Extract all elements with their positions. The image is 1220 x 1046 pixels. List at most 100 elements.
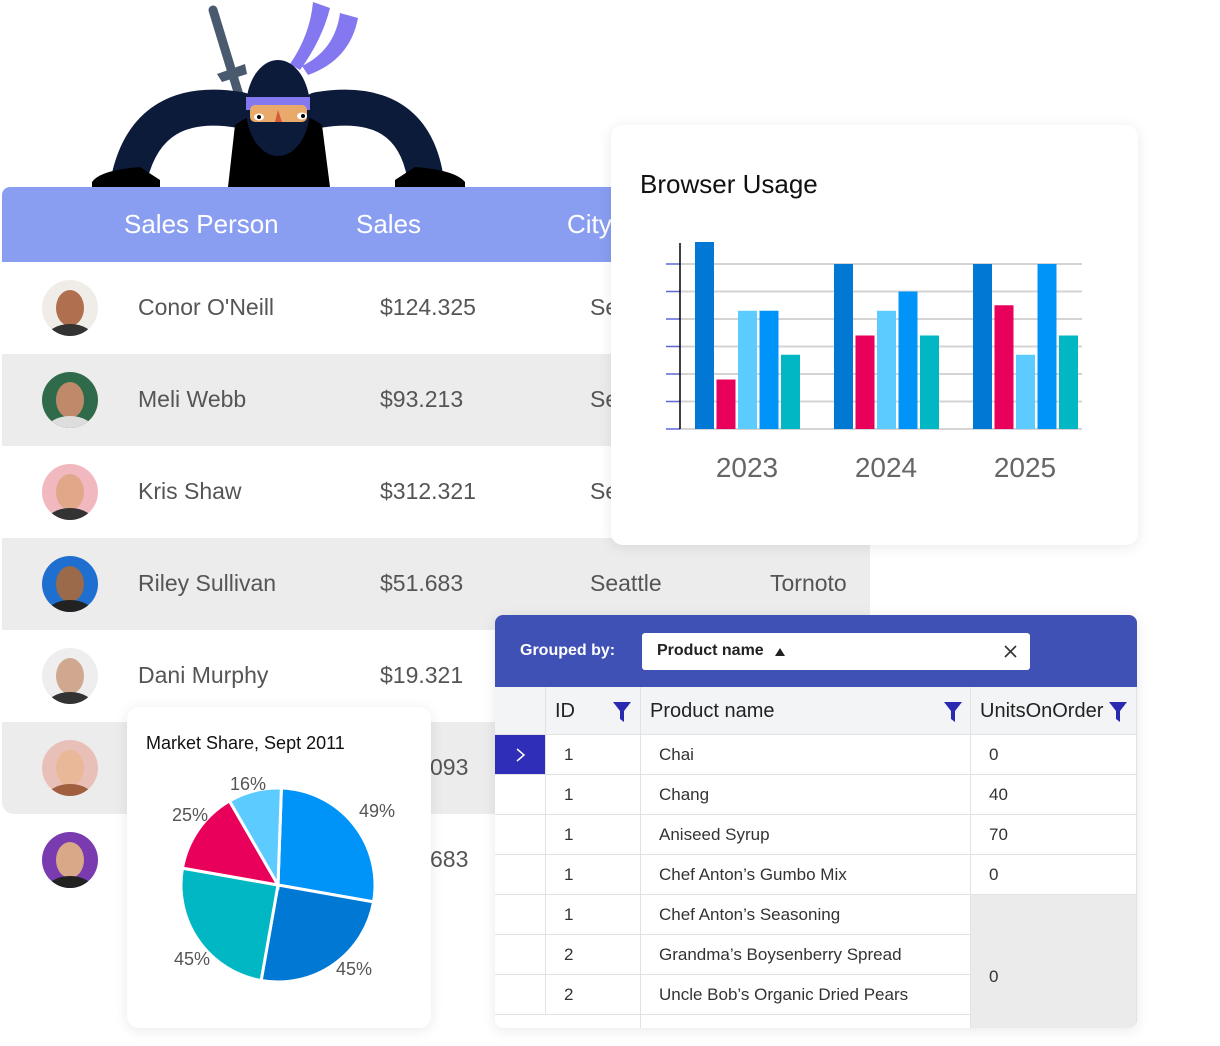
id-cell[interactable]: 1 (546, 895, 641, 935)
column-header-product-name[interactable]: Product name (641, 687, 971, 735)
bar[interactable] (973, 264, 992, 429)
bar[interactable] (898, 291, 918, 430)
table-row[interactable]: Riley Sullivan $51.683 Seattle Tornoto (2, 538, 870, 630)
id-cell[interactable]: 2 (546, 935, 641, 975)
column-header-sales-person[interactable]: Sales Person (124, 209, 279, 239)
chevron-right-icon (516, 748, 525, 762)
bar[interactable] (877, 310, 896, 429)
bar[interactable] (920, 335, 939, 430)
row-selector[interactable] (495, 735, 546, 775)
product-name-cell[interactable]: Uncle Bob’s Organic Dried Pears (641, 975, 971, 1015)
product-name-cell[interactable] (641, 1015, 971, 1028)
pie-slice[interactable] (259, 883, 376, 984)
filter-icon[interactable] (1109, 702, 1127, 722)
avatar (42, 464, 98, 520)
chart-title: Market Share, Sept 2011 (146, 733, 345, 753)
grouped-by-label: Grouped by: (520, 642, 616, 659)
group-chip-label: Product name (657, 642, 764, 659)
extra-value: Tornoto (770, 570, 847, 596)
product-name-cell[interactable]: Chef Anton’s Seasoning (641, 895, 971, 935)
city-value: Seattle (590, 570, 662, 596)
filter-icon[interactable] (613, 702, 631, 722)
bar[interactable] (994, 305, 1014, 429)
market-share-pie-chart: 49% 45% 45% 25% 16% (172, 774, 395, 984)
bar[interactable] (759, 310, 779, 429)
row-selector[interactable] (495, 855, 546, 895)
product-name-cell[interactable]: Chai (641, 735, 971, 775)
sort-ascending-icon[interactable] (775, 648, 785, 656)
id-cell[interactable]: 2 (546, 975, 641, 1015)
table-row[interactable]: Dani Murphy $19.321 (2, 630, 870, 722)
sales-value: $19.321 (380, 662, 464, 688)
column-header-units-on-order[interactable]: UnitsOnOrder (971, 687, 1137, 735)
pie-slice[interactable] (276, 786, 377, 904)
sales-person-name: Kris Shaw (138, 478, 242, 504)
slice-label: 45% (336, 959, 372, 979)
slice-label: 45% (174, 949, 210, 969)
bar[interactable] (738, 310, 757, 429)
filter-icon[interactable] (944, 702, 962, 722)
column-header-city[interactable]: City (567, 209, 612, 239)
sales-person-name: Conor O'Neill (138, 294, 275, 320)
units-on-order-cell[interactable]: 0 (971, 735, 1137, 775)
avatar (42, 280, 98, 336)
id-cell[interactable]: 1 (546, 775, 641, 815)
slice-label: 49% (359, 801, 395, 821)
bar[interactable] (1037, 264, 1057, 429)
sales-value: $312.321 (380, 478, 476, 504)
product-name-cell[interactable]: Aniseed Syrup (641, 815, 971, 855)
table-row[interactable]: Kris Shaw $312.321 Se (2, 446, 870, 538)
merged-units-cell[interactable]: 0 (971, 895, 1137, 1028)
bar[interactable] (781, 354, 800, 429)
avatar (42, 832, 98, 888)
table-row[interactable]: 683 (2, 814, 502, 906)
sales-value: $93.213 (380, 386, 464, 412)
row-selector[interactable] (495, 775, 546, 815)
slice-label: 25% (172, 805, 208, 825)
pie-slice[interactable] (180, 798, 281, 888)
id-cell[interactable]: 1 (546, 855, 641, 895)
units-on-order-cell[interactable]: 70 (971, 815, 1137, 855)
bar[interactable] (1059, 335, 1078, 430)
table-row[interactable]: Conor O'Neill $124.325 Se (2, 262, 870, 354)
row-selector[interactable] (495, 815, 546, 855)
slice-label: 16% (230, 774, 266, 794)
browser-usage-bar-chart: 2023 2024 2025 (666, 242, 1082, 483)
column-header-id[interactable]: ID (546, 687, 641, 735)
chart-title: Browser Usage (640, 169, 818, 199)
id-cell[interactable]: 1 (546, 735, 641, 775)
bar[interactable] (855, 335, 875, 430)
pie-slice[interactable] (227, 786, 283, 891)
avatar (42, 648, 98, 704)
product-name-cell[interactable]: Grandma’s Boysenberry Spread (641, 935, 971, 975)
close-icon[interactable] (1004, 645, 1017, 658)
product-name-cell[interactable]: Chang (641, 775, 971, 815)
units-on-order-cell[interactable]: 40 (971, 775, 1137, 815)
row-selector[interactable] (495, 935, 546, 975)
market-share-chart-card: Market Share, Sept 2011 49% 45% 45% 25% 16% (127, 707, 431, 1028)
pie-slice[interactable] (179, 866, 280, 983)
row-selector-header (495, 687, 546, 735)
bar[interactable] (716, 379, 736, 430)
bar[interactable] (1016, 354, 1035, 429)
avatar (42, 556, 98, 612)
bar[interactable] (834, 264, 853, 429)
group-chip-product-name[interactable]: Product name (642, 633, 1030, 670)
id-cell[interactable]: 1 (546, 815, 641, 855)
row-selector[interactable] (495, 975, 546, 1015)
row-selector[interactable] (495, 895, 546, 935)
ninja-mascot-illustration (92, 2, 465, 190)
bar[interactable] (695, 242, 714, 429)
sales-value: 683 (430, 846, 469, 872)
id-cell[interactable] (546, 1015, 641, 1028)
x-tick-label: 2024 (855, 452, 917, 483)
avatar (42, 372, 98, 428)
column-header-sales[interactable]: Sales (356, 209, 422, 239)
units-on-order-cell[interactable]: 0 (971, 855, 1137, 895)
sales-person-name: Dani Murphy (138, 662, 269, 688)
product-name-cell[interactable]: Chef Anton’s Gumbo Mix (641, 855, 971, 895)
x-tick-label: 2023 (716, 452, 778, 483)
sales-value: 093 (430, 754, 469, 780)
sales-value: $124.325 (380, 294, 476, 320)
group-by-area: Grouped by: Product name (495, 615, 1137, 687)
